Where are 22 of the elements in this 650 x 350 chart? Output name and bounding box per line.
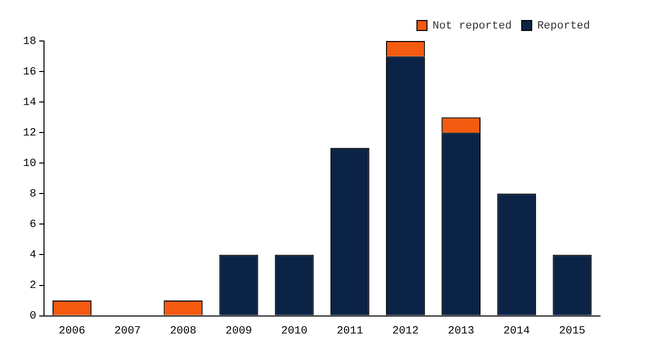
y-tick-label: 10: [23, 158, 36, 170]
x-tick-label: 2009: [226, 325, 252, 338]
y-tick-label: 12: [23, 128, 36, 140]
x-tick-label: 2012: [392, 325, 419, 338]
x-tick-label: 2010: [281, 325, 308, 338]
legend-label: Not reported: [432, 20, 512, 32]
y-tick-label: 4: [30, 250, 37, 262]
legend-label: Reported: [537, 20, 590, 32]
y-tick-label: 14: [23, 96, 37, 109]
x-tick-label: 2008: [170, 325, 196, 338]
x-tick-label: 2006: [58, 325, 86, 338]
x-tick-label: 2015: [559, 325, 586, 338]
x-tick-label: 2013: [448, 325, 474, 338]
x-tick-label: 2014: [503, 325, 530, 338]
x-tick-label: 2011: [336, 325, 364, 338]
y-tick-label: 2: [30, 280, 36, 292]
y-tick-label: 16: [23, 66, 36, 78]
y-tick-label: 18: [23, 36, 36, 48]
y-tick-label: 0: [30, 310, 36, 323]
y-tick-label: 6: [30, 219, 36, 232]
y-tick-label: 8: [30, 188, 36, 201]
x-tick-label: 2007: [114, 325, 141, 338]
